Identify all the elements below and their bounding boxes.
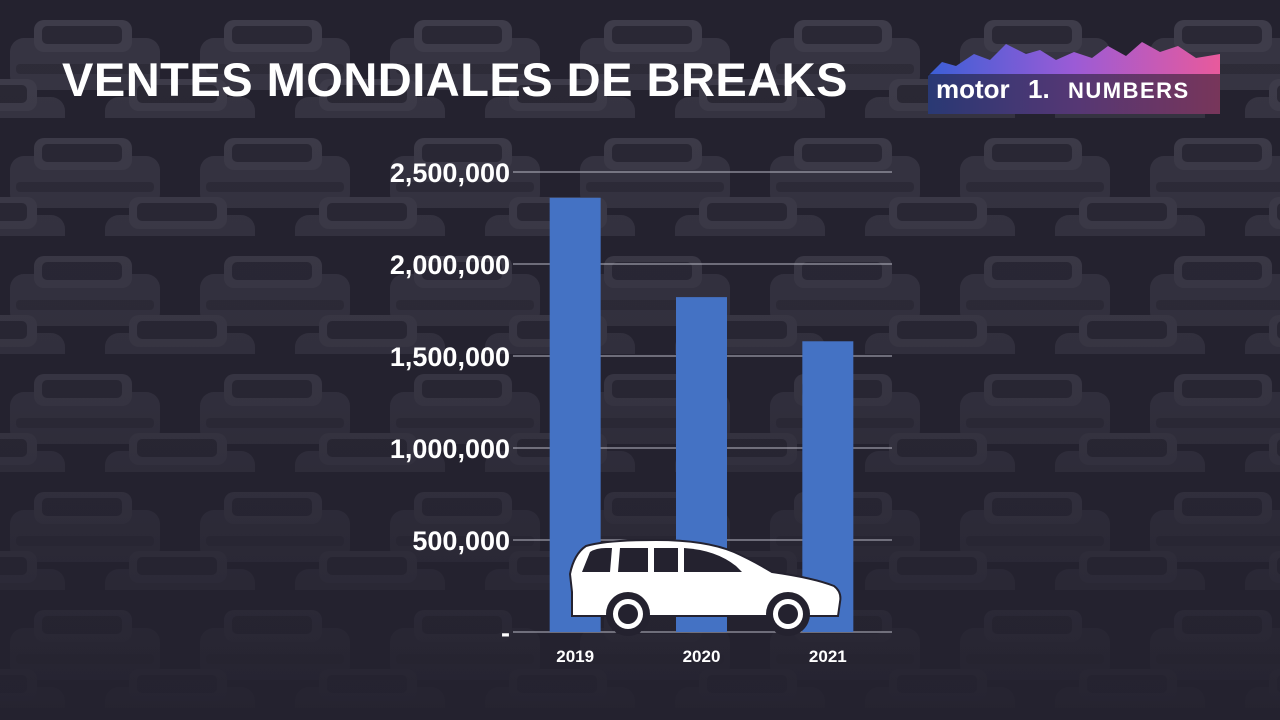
x-axis-category-labels: 2019 2020 2021: [556, 647, 846, 666]
y-axis-tick-labels: - 500,000 1,000,000 1,500,000 2,000,000 2,500…: [390, 158, 510, 648]
x-category-label: 2021: [809, 647, 847, 666]
x-category-label: 2020: [683, 647, 721, 666]
y-tick-label: -: [501, 618, 510, 648]
y-tick-label: 2,000,000: [390, 250, 510, 280]
y-tick-label: 500,000: [412, 526, 510, 556]
logo-text-motor: motor: [936, 74, 1010, 104]
y-tick-label: 1,500,000: [390, 342, 510, 372]
logo-text-one: 1.: [1028, 74, 1050, 104]
station-wagon-icon: [568, 538, 842, 636]
page-title: VENTES MONDIALES DE BREAKS: [62, 53, 848, 106]
motor1-numbers-logo: motor 1. NUMBERS: [928, 42, 1220, 114]
y-tick-label: 2,500,000: [390, 158, 510, 188]
x-category-label: 2019: [556, 647, 594, 666]
logo-text-numbers: NUMBERS: [1068, 78, 1190, 103]
y-tick-label: 1,000,000: [390, 434, 510, 464]
